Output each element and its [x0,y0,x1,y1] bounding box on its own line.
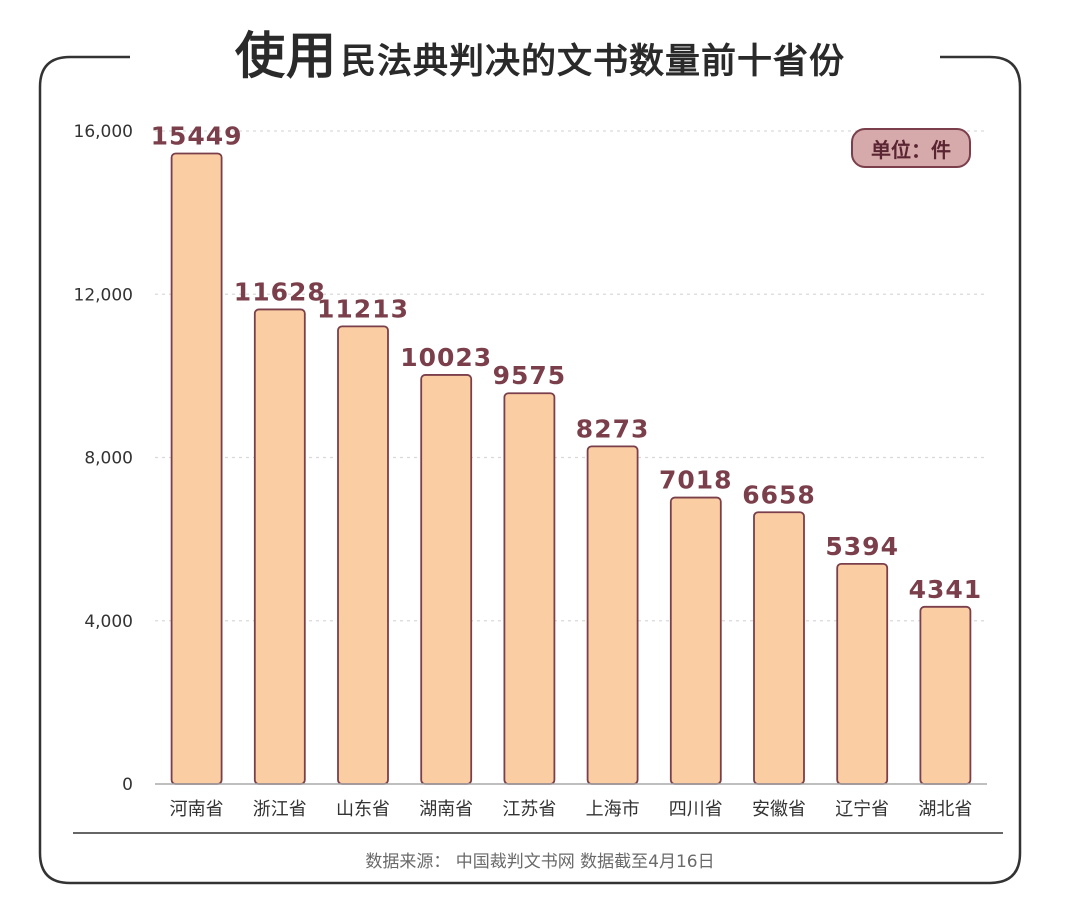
bar [503,392,556,785]
y-axis-ticks: 0 4,000 8,000 12,000 16,000 [74,122,133,795]
bar [669,496,722,785]
x-tick-label: 四川省 [669,799,723,820]
data-label: 15449 [151,121,243,150]
bar [420,374,473,785]
title-part-1: 使用 [234,27,337,85]
bar [836,562,889,785]
data-label: 10023 [400,343,492,372]
y-tick-label: 8,000 [84,449,133,469]
title-area: 使用 民法典判决的文书数量前十省份 [0,16,1080,88]
y-tick-label: 0 [122,775,133,795]
bar [586,445,639,785]
card-border [38,55,1022,885]
y-tick-label: 4,000 [84,612,133,632]
data-label: 11628 [234,277,326,306]
title-part-2: 民法典 [340,42,449,82]
bar [253,308,306,785]
bars [170,152,972,785]
x-tick-label: 河南省 [170,799,224,820]
unit-badge: 单位：件 [851,128,971,168]
data-label: 11213 [317,294,409,323]
bar [919,605,972,785]
x-tick-label: 湖南省 [419,799,473,820]
y-tick-label: 16,000 [74,122,133,142]
data-label: 5394 [825,532,899,561]
bar [753,511,805,785]
x-tick-label: 山东省 [336,799,390,820]
x-tick-label: 辽宁省 [835,799,889,820]
chart-title: 使用 民法典判决的文书数量前十省份 [224,16,856,88]
x-axis-categories: 河南省 浙江省 山东省 湖南省 江苏省 上海市 四川省 安徽省 辽宁省 湖北省 [170,799,973,820]
y-tick-label: 12,000 [74,285,133,305]
data-source-note: 数据来源： 中国裁判文书网 数据截至4月16日 [365,852,715,872]
data-label: 9575 [493,361,567,390]
data-label: 4341 [909,575,983,604]
x-tick-label: 江苏省 [502,799,556,820]
x-tick-label: 浙江省 [253,799,307,820]
bar [170,152,223,785]
bar [337,325,389,785]
data-label: 6658 [742,480,816,509]
x-tick-label: 上海市 [586,799,640,820]
title-part-3: 判决的文书数量前十省份 [449,42,846,82]
data-label: 8273 [576,414,650,443]
x-tick-label: 湖北省 [918,799,972,820]
x-tick-label: 安徽省 [752,799,806,820]
data-label: 7018 [659,466,733,495]
